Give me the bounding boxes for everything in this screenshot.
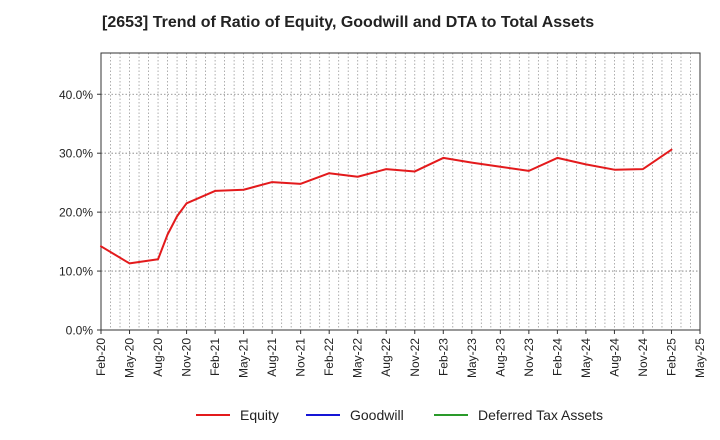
y-tick-labels: 0.0% 10.0% 20.0% 30.0% 40.0%: [59, 88, 93, 338]
legend-label: Equity: [240, 407, 279, 423]
x-tick-label: Nov-23: [522, 338, 536, 377]
x-tick-label: Aug-21: [265, 338, 279, 377]
grid-lines: [101, 53, 700, 330]
x-tick-label: Nov-24: [636, 338, 650, 377]
y-tick-label: 10.0%: [59, 265, 93, 279]
x-tick-label: Feb-21: [208, 338, 222, 376]
x-tick-label: Aug-24: [607, 338, 621, 377]
x-tick-label: Feb-24: [550, 338, 564, 376]
legend-label: Deferred Tax Assets: [478, 407, 604, 423]
y-tick-label: 30.0%: [59, 147, 93, 161]
y-tick-label: 20.0%: [59, 206, 93, 220]
chart-title: [2653] Trend of Ratio of Equity, Goodwil…: [102, 14, 595, 31]
series-line-equity: [100, 148, 673, 265]
x-tick-label: Nov-21: [294, 338, 308, 377]
legend-swatch: [434, 414, 468, 416]
plot-frame: [100, 52, 701, 331]
legend-label: Goodwill: [350, 407, 404, 423]
x-tick-label: May-21: [237, 338, 251, 378]
x-tick-label: Nov-22: [408, 338, 422, 377]
legend-swatch: [306, 414, 340, 416]
x-tick-label: Feb-25: [664, 338, 678, 376]
legend-swatch: [196, 414, 230, 416]
x-tick-label: May-22: [351, 338, 365, 378]
x-tick-label: Feb-22: [322, 338, 336, 376]
x-tick-label: Aug-20: [151, 338, 165, 377]
x-tick-label: Feb-20: [94, 338, 108, 376]
x-tick-label: Nov-20: [180, 338, 194, 377]
x-tick-label: May-25: [693, 338, 707, 378]
legend-item-deferred-tax-assets: Deferred Tax Assets: [434, 404, 603, 426]
x-tick-label: Aug-22: [379, 338, 393, 377]
x-tick-label: May-24: [579, 338, 593, 378]
legend-item-goodwill: Goodwill: [306, 404, 404, 426]
series-lines: [100, 148, 673, 265]
x-tick-label: Aug-23: [493, 338, 507, 377]
legend: Equity Goodwill Deferred Tax Assets: [0, 404, 720, 426]
x-tick-label: May-20: [123, 338, 137, 378]
axes: [97, 52, 701, 334]
y-tick-label: 40.0%: [59, 88, 93, 102]
x-tick-label: Feb-23: [436, 338, 450, 376]
y-tick-label: 0.0%: [66, 324, 94, 338]
legend-item-equity: Equity: [196, 404, 279, 426]
x-tick-labels: Feb-20 May-20 Aug-20 Nov-20 Feb-21 May-21 Aug-…: [94, 338, 707, 378]
x-tick-label: May-23: [465, 338, 479, 378]
